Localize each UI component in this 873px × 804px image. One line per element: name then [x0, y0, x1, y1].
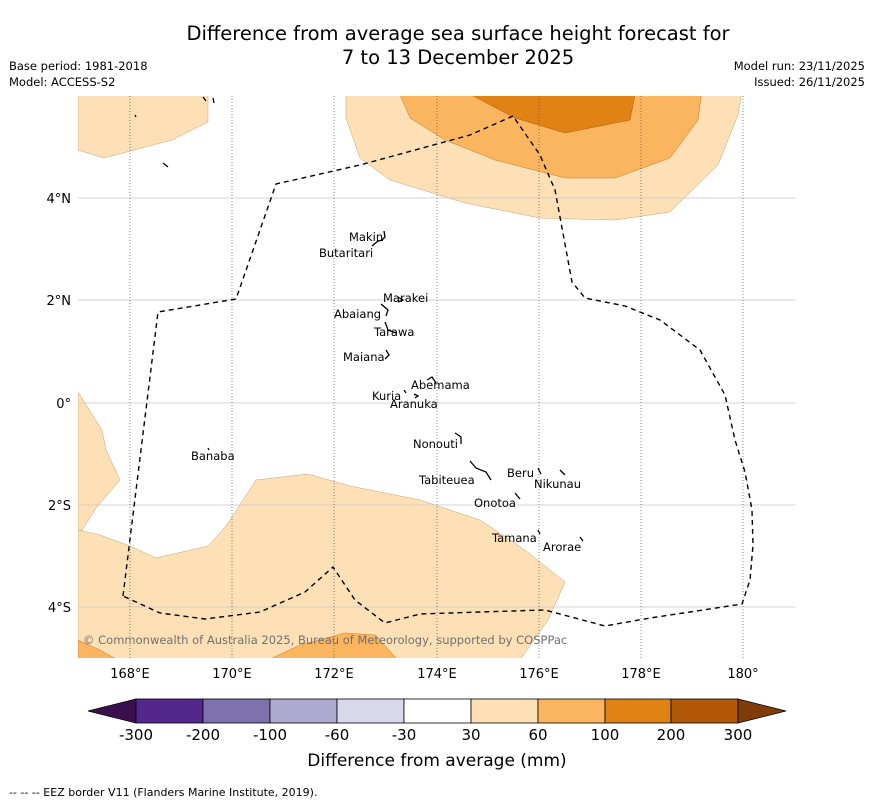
island-marakei: [397, 296, 405, 303]
island-labels: Makin Butaritari Marakei Abaiang Tarawa …: [191, 230, 581, 554]
lon-label-180: 180°: [727, 667, 758, 682]
label-beru: Beru: [507, 466, 534, 480]
map-area: Makin Butaritari Marakei Abaiang Tarawa …: [78, 96, 796, 658]
label-banaba: Banaba: [191, 449, 235, 463]
lat-label-4n: 4°N: [47, 192, 72, 207]
island-tabiteuea: [469, 460, 492, 481]
label-tamana: Tamana: [491, 531, 537, 545]
island-abaiang: [380, 303, 389, 317]
colorbar-extend-high: [737, 698, 787, 724]
label-onotoa: Onotoa: [474, 496, 516, 510]
lat-label-2n: 2°N: [47, 294, 72, 309]
gridlines: [78, 96, 796, 658]
latitude-labels: 4°N 2°N 0° 2°S 4°S: [47, 192, 72, 616]
island-tarawa: [384, 321, 397, 334]
colorbar-tick-neg30: -30: [391, 726, 417, 744]
colorbar-bin-4: [336, 698, 405, 724]
island-north-a: [202, 96, 207, 102]
label-marakei: Marakei: [383, 291, 428, 305]
title-line-2: 7 to 13 December 2025: [341, 46, 575, 69]
colorbar-tick-100: 100: [590, 726, 620, 744]
colorbar-tick-300: 300: [723, 726, 753, 744]
lat-label-4s: 4°S: [48, 601, 71, 616]
lon-label-172e: 172°E: [314, 667, 354, 682]
longitude-labels: 168°E 170°E 172°E 174°E 176°E 178°E 180°: [110, 667, 758, 682]
anomaly-60-100-southwest: [78, 639, 115, 658]
colorbar-bin-8: [604, 698, 672, 724]
island-arorae: [579, 536, 584, 542]
label-tabiteuea: Tabiteuea: [418, 473, 475, 487]
copyright-notice: © Commonwealth of Australia 2025, Bureau…: [83, 633, 567, 647]
label-aranuka: Aranuka: [390, 397, 438, 411]
island-butaritari: [371, 239, 384, 247]
model-run: Model run: 23/11/2025: [733, 59, 865, 73]
anomaly-100-200-north: [472, 96, 636, 134]
anomaly-30-60-northwest: [78, 96, 209, 159]
colorbar-bin-3: [269, 698, 338, 724]
anomaly-shading: [78, 96, 742, 658]
island-kuria: [403, 389, 407, 394]
colorbar-bin-5: [403, 698, 472, 724]
lon-label-170e: 170°E: [212, 667, 252, 682]
lon-label-168e: 168°E: [110, 667, 150, 682]
title-line-1: Difference from average sea surface heig…: [186, 22, 730, 45]
colorbar-bin-7: [537, 698, 606, 724]
label-maiana: Maiana: [343, 350, 385, 364]
island-beru: [537, 467, 542, 475]
map-title: Difference from average sea surface heig…: [120, 22, 796, 70]
lat-label-2s: 2°S: [48, 499, 71, 514]
colorbar: [87, 698, 787, 724]
island-banaba: [207, 447, 210, 451]
island-north-c: [134, 114, 137, 118]
eez-border: [122, 115, 754, 627]
label-tarawa: Tarawa: [373, 325, 414, 339]
colorbar-tick-30: 30: [461, 726, 481, 744]
label-nonouti: Nonouti: [413, 437, 458, 451]
colorbar-bin-1: [135, 698, 204, 724]
label-arorae: Arorae: [543, 540, 581, 554]
label-nikunau: Nikunau: [534, 477, 581, 491]
island-north-b: [212, 97, 215, 104]
island-outlines: [134, 96, 584, 542]
colorbar-tick-neg300: -300: [118, 726, 154, 744]
label-kuria: Kuria: [372, 389, 401, 403]
colorbar-tick-60: 60: [528, 726, 548, 744]
island-maiana: [384, 349, 390, 360]
issued-date: Issued: 26/11/2025: [754, 75, 865, 89]
colorbar-tick-neg200: -200: [185, 726, 221, 744]
island-nonouti: [454, 432, 462, 444]
island-aranuka: [413, 393, 420, 399]
eez-legend-note: -- -- -- EEZ border V11 (Flanders Marine…: [9, 786, 318, 799]
colorbar-bin-2: [202, 698, 271, 724]
island-nikunau: [559, 469, 566, 476]
island-onotoa: [514, 492, 521, 500]
colorbar-bin-9: [670, 698, 739, 724]
lon-label-176e: 176°E: [519, 667, 559, 682]
island-makin: [381, 230, 386, 241]
label-butaritari: Butaritari: [319, 246, 373, 260]
colorbar-extend-low: [87, 698, 137, 724]
colorbar-tick-200: 200: [656, 726, 686, 744]
colorbar-tick-neg60: -60: [324, 726, 350, 744]
colorbar-tick-neg100: -100: [252, 726, 288, 744]
island-abemama: [426, 376, 437, 384]
label-abemama: Abemama: [411, 378, 470, 392]
colorbar-bin-6: [470, 698, 539, 724]
label-makin: Makin: [349, 230, 383, 244]
run-info: Model run: 23/11/2025 Issued: 26/11/2025: [734, 58, 865, 90]
lon-label-174e: 174°E: [417, 667, 457, 682]
base-period: Base period: 1981-2018: [9, 59, 148, 73]
lat-label-0: 0°: [56, 397, 71, 412]
island-north-d: [162, 162, 169, 168]
model-info: Base period: 1981-2018 Model: ACCESS-S2: [9, 58, 148, 90]
colorbar-title: Difference from average (mm): [307, 751, 567, 771]
model-name: Model: ACCESS-S2: [9, 75, 116, 89]
lon-label-178e: 178°E: [621, 667, 661, 682]
island-tamana: [537, 529, 541, 535]
label-abaiang: Abaiang: [334, 307, 381, 321]
